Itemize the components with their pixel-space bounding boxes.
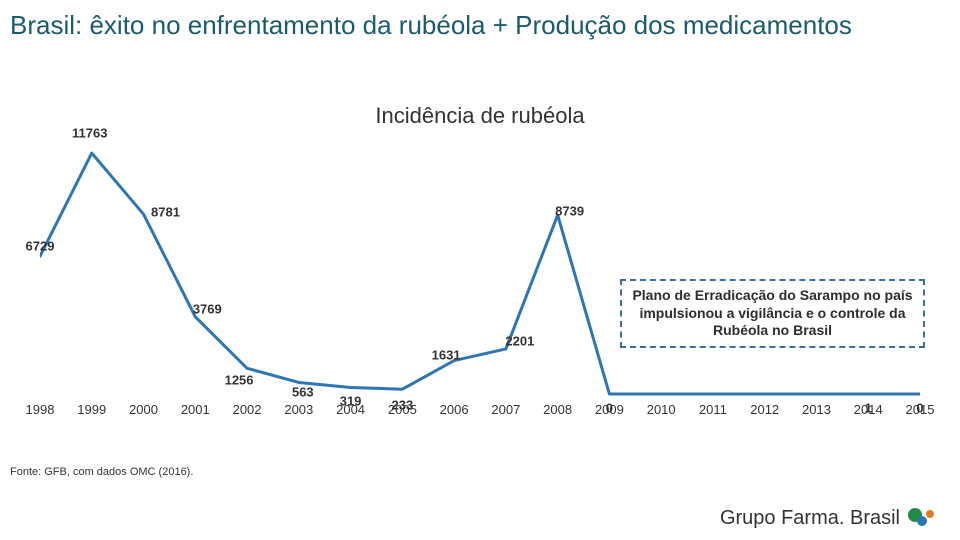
brand-logo-icon <box>908 508 936 530</box>
value-label: 1256 <box>225 373 254 388</box>
value-label: 8739 <box>555 204 584 219</box>
value-label: 6729 <box>26 239 55 254</box>
x-tick-label: 2009 <box>595 402 624 417</box>
x-tick-label: 2003 <box>284 402 313 417</box>
x-tick-label: 2006 <box>440 402 469 417</box>
x-tick-label: 2001 <box>181 402 210 417</box>
value-label: 8781 <box>151 205 180 220</box>
x-tick-label: 2011 <box>699 402 727 417</box>
x-tick-label: 2015 <box>906 402 935 417</box>
value-label: 563 <box>292 385 314 400</box>
callout-box: Plano de Erradicação do Sarampo no país … <box>620 279 925 348</box>
source-text: Fonte: GFB, com dados OMC (2016). <box>10 466 193 478</box>
x-tick-label: 2007 <box>491 402 520 417</box>
callout-text: Plano de Erradicação do Sarampo no país … <box>632 287 912 338</box>
x-tick-label: 2010 <box>647 402 676 417</box>
value-label: 11763 <box>72 126 107 141</box>
value-label: 3769 <box>193 301 222 316</box>
x-tick-label: 2013 <box>802 402 831 417</box>
chart-title: Incidência de rubéola <box>0 103 960 129</box>
page-title: Brasil: êxito no enfrentamento da rubéol… <box>10 10 852 41</box>
x-tick-label: 2008 <box>543 402 572 417</box>
x-tick-label: 1998 <box>26 402 55 417</box>
chart-area: 6729117638781376912565633192331631220187… <box>40 138 940 418</box>
x-tick-label: 2014 <box>854 402 883 417</box>
line-chart <box>40 138 920 396</box>
x-tick-label: 2000 <box>129 402 158 417</box>
x-tick-label: 2012 <box>750 402 779 417</box>
x-tick-label: 2004 <box>336 402 365 417</box>
footer-brand: Grupo Farma. Brasil <box>720 507 936 530</box>
x-tick-label: 2002 <box>233 402 262 417</box>
x-tick-label: 2005 <box>388 402 417 417</box>
value-label: 1631 <box>432 347 461 362</box>
value-label: 2201 <box>505 333 534 348</box>
x-tick-label: 1999 <box>77 402 106 417</box>
brand-label: Grupo Farma. Brasil <box>720 507 900 530</box>
